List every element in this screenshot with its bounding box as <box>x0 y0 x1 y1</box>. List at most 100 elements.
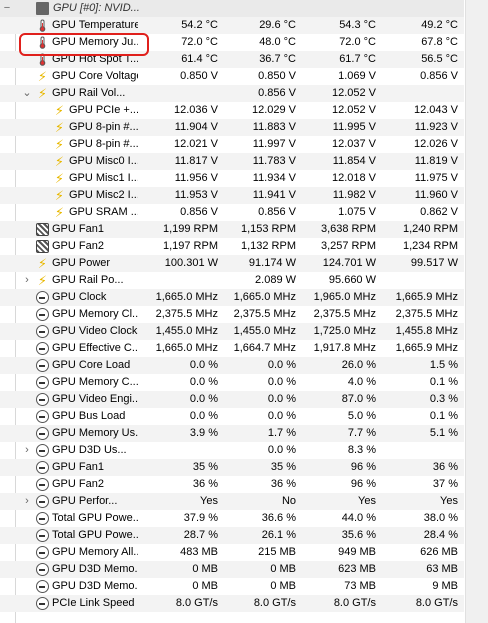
current-value: 11.953 V <box>174 189 218 201</box>
sensor-row[interactable]: ⚡ GPU Core Voltage 0.850 V 0.850 V 1.069 V 0.… <box>0 68 464 85</box>
sensor-row[interactable]: GPU Fan2 36 % 36 % 96 % 37 % <box>0 476 464 493</box>
sensor-row[interactable]: GPU D3D Memo... 0 MB 0 MB 73 MB 9 MB <box>0 578 464 595</box>
sensor-name: GPU Fan2 <box>52 240 104 252</box>
sensor-name: PCIe Link Speed <box>52 597 135 609</box>
average-value: 0.3 % <box>429 393 458 405</box>
max-value: 73 MB <box>344 580 376 592</box>
sensor-row[interactable]: GPU Video Engi... 0.0 % 0.0 % 87.0 % 0.3 % <box>0 391 464 408</box>
min-value: 91.174 W <box>248 257 296 269</box>
min-value: 0.0 % <box>267 444 296 456</box>
sensor-name: GPU 8-pin #... <box>69 121 138 133</box>
average-value: 12.026 V <box>413 138 458 150</box>
sensor-row[interactable]: GPU Video Clock 1,455.0 MHz 1,455.0 MHz 1,7… <box>0 323 464 340</box>
fan-icon <box>36 240 49 253</box>
sensor-row[interactable]: Total GPU Powe... 28.7 % 26.1 % 35.6 % 28.4 … <box>0 527 464 544</box>
min-value: 36.6 % <box>261 512 296 524</box>
sensor-row[interactable]: Total GPU Powe... 37.9 % 36.6 % 44.0 % 38.0 … <box>0 510 464 527</box>
sensor-row[interactable]: GPU Memory Cl... 2,375.5 MHz 2,375.5 MHz 2,… <box>0 306 464 323</box>
gauge-icon <box>36 427 49 440</box>
sensor-row[interactable]: ⚡ GPU 8-pin #... 12.021 V 11.997 V 12.037 V 1… <box>0 136 464 153</box>
current-value: 1,665.0 MHz <box>155 342 218 354</box>
chevron-right-icon[interactable]: › <box>25 274 29 286</box>
sensor-name: GPU Memory Ju... <box>52 36 138 48</box>
sensor-row[interactable]: GPU Memory Us... 3.9 % 1.7 % 7.7 % 5.1 % <box>0 425 464 442</box>
sensor-row[interactable]: › GPU Perfor... Yes No Yes Yes <box>0 493 464 510</box>
sensor-row[interactable]: GPU Effective C... 1,665.0 MHz 1,664.7 MHz… <box>0 340 464 357</box>
sensor-name: GPU Misc1 I... <box>69 172 138 184</box>
sensor-name: GPU Misc0 I... <box>69 155 138 167</box>
sensor-row[interactable]: › ⚡ GPU Rail Po... 2.089 W 95.660 W <box>0 272 464 289</box>
average-value: 5.1 % <box>429 427 458 439</box>
thermometer-icon <box>36 53 49 66</box>
min-value: 1.7 % <box>267 427 296 439</box>
max-value: 12.018 V <box>331 172 376 184</box>
max-value: 8.0 GT/s <box>333 597 376 609</box>
current-value: 0.0 % <box>189 376 218 388</box>
min-value: 11.883 V <box>252 121 296 133</box>
max-value: 3,638 RPM <box>320 223 376 235</box>
sensor-row[interactable]: ⚡ GPU Misc1 I... 11.956 V 11.934 V 12.018 V 1… <box>0 170 464 187</box>
sensor-name: GPU Fan1 <box>52 223 104 235</box>
min-value: 36.7 °C <box>259 53 296 65</box>
average-value: 0.1 % <box>429 376 458 388</box>
sensor-row[interactable]: PCIe Link Speed 8.0 GT/s 8.0 GT/s 8.0 GT/s 8… <box>0 595 464 612</box>
sensor-row[interactable]: GPU Memory C... 0.0 % 0.0 % 4.0 % 0.1 % <box>0 374 464 391</box>
average-value: 1,455.8 MHz <box>395 325 458 337</box>
average-value: 12.043 V <box>413 104 458 116</box>
sensor-row[interactable]: GPU Core Load 0.0 % 0.0 % 26.0 % 1.5 % <box>0 357 464 374</box>
sensor-row[interactable]: GPU Fan2 1,197 RPM 1,132 RPM 3,257 RPM 1,234… <box>0 238 464 255</box>
thermometer-icon <box>36 36 49 49</box>
sensor-name: GPU Bus Load <box>52 410 126 422</box>
sensor-row[interactable]: › GPU D3D Us... 0.0 % 8.3 % <box>0 442 464 459</box>
chevron-down-icon[interactable]: ⌄ <box>22 87 32 99</box>
min-value: 0.0 % <box>267 376 296 388</box>
min-value: 1,664.7 MHz <box>233 342 296 354</box>
sensor-name: GPU Video Engi... <box>52 393 138 405</box>
max-value: 35.6 % <box>341 529 376 541</box>
max-value: 12.037 V <box>331 138 376 150</box>
sensor-row[interactable]: ⚡ GPU 8-pin #... 11.904 V 11.883 V 11.995 V 1… <box>0 119 464 136</box>
max-value: 61.7 °C <box>339 53 376 65</box>
average-value: 11.923 V <box>414 121 458 133</box>
sensor-row[interactable]: GPU Clock 1,665.0 MHz 1,665.0 MHz 1,965.0 M… <box>0 289 464 306</box>
average-value: 1,665.9 MHz <box>395 291 458 303</box>
sensor-row[interactable]: GPU Fan1 1,199 RPM 1,153 RPM 3,638 RPM 1,240… <box>0 221 464 238</box>
max-value: 44.0 % <box>341 512 376 524</box>
min-value: 0 MB <box>270 563 296 575</box>
gauge-icon <box>36 410 49 423</box>
sensor-row[interactable]: ⚡ GPU SRAM ... 0.856 V 0.856 V 1.075 V 0.862 … <box>0 204 464 221</box>
sensor-row[interactable]: GPU Memory Ju... 72.0 °C 48.0 °C 72.0 °C 67.… <box>0 34 464 51</box>
average-value: 56.5 °C <box>421 53 458 65</box>
sensor-name: GPU Fan2 <box>52 478 104 490</box>
tree-guide-line <box>15 0 16 623</box>
bolt-icon: ⚡ <box>54 137 65 152</box>
average-value: 8.0 GT/s <box>415 597 458 609</box>
min-value: 11.934 V <box>252 172 296 184</box>
sensor-row[interactable]: GPU Fan1 35 % 35 % 96 % 36 % <box>0 459 464 476</box>
sensor-row[interactable]: ⚡ GPU Misc0 I... 11.817 V 11.783 V 11.854 V 1… <box>0 153 464 170</box>
current-value: 72.0 °C <box>181 36 218 48</box>
sensor-row[interactable]: ⚡ GPU PCIe +... 12.036 V 12.029 V 12.052 V 12… <box>0 102 464 119</box>
min-value: 29.6 °C <box>259 19 296 31</box>
sensor-row[interactable]: GPU Memory All... 483 MB 215 MB 949 MB 626 M… <box>0 544 464 561</box>
max-value: 96 % <box>350 478 376 490</box>
collapse-icon[interactable]: − <box>3 2 11 14</box>
vertical-scrollbar[interactable] <box>465 0 488 623</box>
sensor-row[interactable]: ⚡ GPU Power 100.301 W 91.174 W 124.701 W 99.5… <box>0 255 464 272</box>
sensor-row[interactable]: ⌄ ⚡ GPU Rail Vol... 0.856 V 12.052 V <box>0 85 464 102</box>
sensor-tree: − GPU [#0]: NVID... GPU Temperature 54.2 … <box>0 0 464 612</box>
max-value: 949 MB <box>338 546 376 558</box>
current-value: 100.301 W <box>164 257 218 269</box>
sensor-row[interactable]: GPU D3D Memo... 0 MB 0 MB 623 MB 63 MB <box>0 561 464 578</box>
chevron-right-icon[interactable]: › <box>25 444 29 456</box>
sensor-row[interactable]: GPU Bus Load 0.0 % 0.0 % 5.0 % 0.1 % <box>0 408 464 425</box>
sensor-row[interactable]: GPU Temperature 54.2 °C 29.6 °C 54.3 °C 49.2… <box>0 17 464 34</box>
sensor-group-header[interactable]: − GPU [#0]: NVID... <box>0 0 464 17</box>
bolt-icon: ⚡ <box>54 103 65 118</box>
min-value: 2,375.5 MHz <box>233 308 296 320</box>
sensor-row[interactable]: ⚡ GPU Misc2 I... 11.953 V 11.941 V 11.982 V 1… <box>0 187 464 204</box>
sensor-row[interactable]: GPU Hot Spot T... 61.4 °C 36.7 °C 61.7 °C 56… <box>0 51 464 68</box>
average-value: 11.960 V <box>414 189 458 201</box>
current-value: 1,199 RPM <box>162 223 218 235</box>
chevron-right-icon[interactable]: › <box>25 495 29 507</box>
